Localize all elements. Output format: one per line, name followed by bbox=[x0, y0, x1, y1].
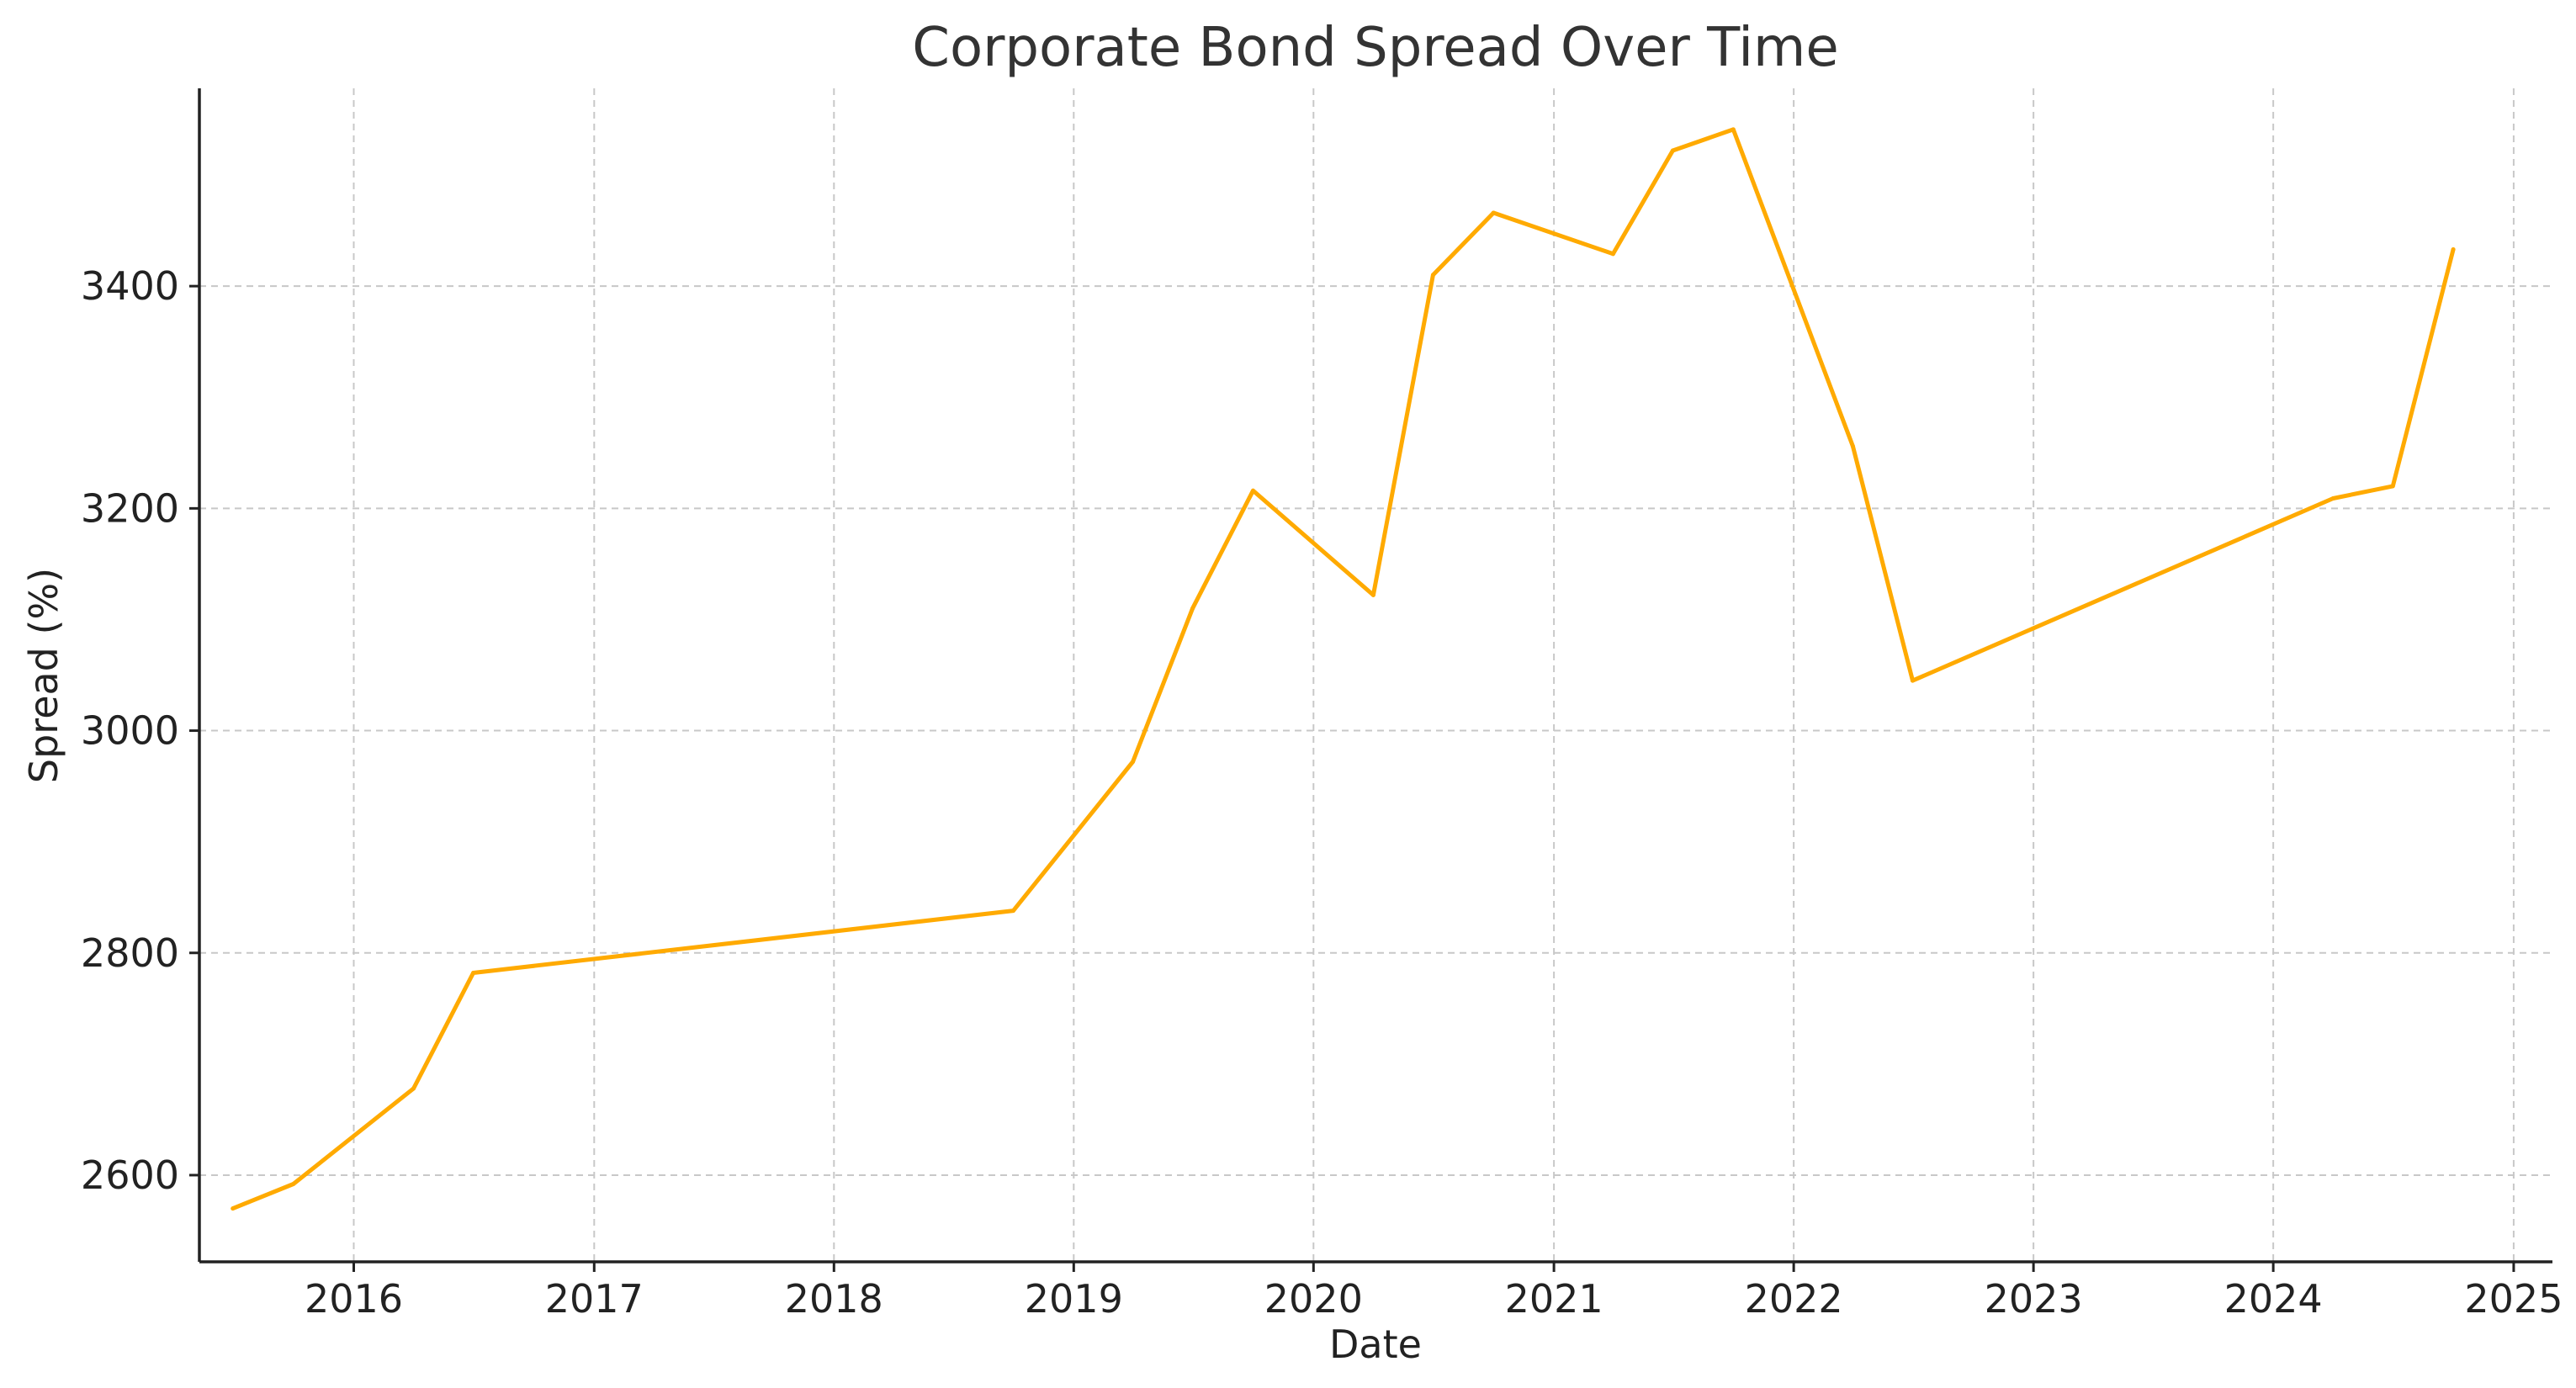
x-tick-label: 2017 bbox=[545, 1276, 644, 1322]
y-tick-label: 3400 bbox=[81, 263, 179, 309]
y-tick-label: 3200 bbox=[81, 485, 179, 531]
data-point bbox=[1610, 252, 1615, 257]
data-point bbox=[471, 971, 476, 976]
data-point bbox=[1190, 606, 1195, 611]
x-axis-label: Date bbox=[1329, 1322, 1422, 1367]
axes bbox=[189, 88, 2552, 1272]
data-point bbox=[291, 1182, 296, 1187]
y-tick-label: 3000 bbox=[81, 708, 179, 754]
x-tick-label: 2023 bbox=[1985, 1276, 2083, 1322]
data-point bbox=[1010, 909, 1015, 914]
data-point bbox=[2330, 495, 2335, 501]
data-point bbox=[1670, 148, 1675, 153]
data-point bbox=[411, 1086, 416, 1091]
x-tick-label: 2024 bbox=[2224, 1276, 2323, 1322]
data-point bbox=[1430, 273, 1435, 278]
x-tick-label: 2018 bbox=[785, 1276, 883, 1322]
data-point bbox=[2390, 484, 2395, 489]
data-series bbox=[231, 127, 2456, 1211]
tick-labels: 2016 2017 2018 2019 2020 2021 2022 2023 2024 2025… bbox=[81, 263, 2563, 1322]
data-point bbox=[1250, 488, 1255, 493]
x-tick-label: 2022 bbox=[1745, 1276, 1843, 1322]
data-point bbox=[1731, 127, 1736, 132]
x-tick-label: 2025 bbox=[2464, 1276, 2563, 1322]
y-axis-label: Spread (%) bbox=[21, 568, 66, 783]
x-tick-label: 2021 bbox=[1505, 1276, 1603, 1322]
data-point bbox=[1370, 592, 1375, 597]
x-tick-label: 2020 bbox=[1264, 1276, 1363, 1322]
series-line bbox=[231, 127, 2456, 1211]
x-tick-label: 2019 bbox=[1025, 1276, 1123, 1322]
data-point bbox=[1131, 760, 1136, 765]
data-point bbox=[1850, 443, 1855, 448]
y-tick-label: 2600 bbox=[81, 1152, 179, 1198]
data-point bbox=[231, 1206, 236, 1211]
grid-lines bbox=[199, 88, 2552, 1262]
x-tick-label: 2016 bbox=[305, 1276, 403, 1322]
data-point bbox=[1910, 678, 1915, 683]
y-tick-label: 2800 bbox=[81, 930, 179, 976]
data-point bbox=[1491, 210, 1496, 215]
data-point bbox=[2451, 247, 2456, 252]
chart-title: Corporate Bond Spread Over Time bbox=[912, 17, 1839, 79]
